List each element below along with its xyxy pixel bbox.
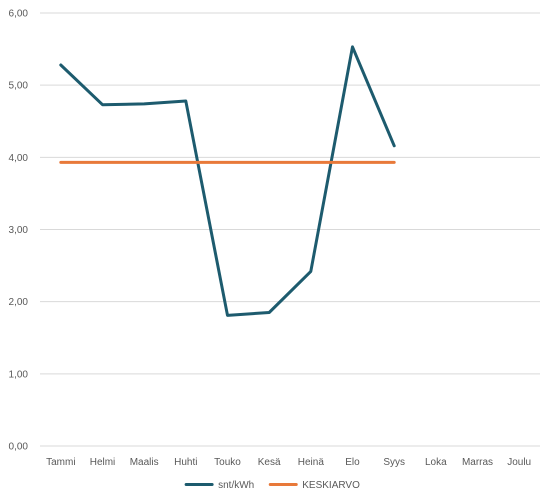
x-tick-label: Elo: [345, 457, 360, 468]
x-tick-label: Kesä: [258, 457, 281, 468]
legend-item: KESKIARVO: [268, 480, 360, 491]
x-tick-label: Loka: [425, 457, 447, 468]
y-tick-label: 5,00: [9, 81, 29, 92]
x-tick-label: Syys: [383, 457, 405, 468]
x-tick-label: Helmi: [90, 457, 116, 468]
series-lines: [59, 45, 396, 317]
y-tick-label: 2,00: [9, 297, 29, 308]
y-tick-label: 6,00: [9, 9, 29, 20]
y-tick-label: 3,00: [9, 225, 29, 236]
series-line-1: [59, 45, 396, 317]
legend-item: snt/kWh: [184, 480, 254, 491]
x-tick-label: Marras: [462, 457, 493, 468]
legend-label: snt/kWh: [218, 480, 254, 491]
y-tick-label: 0,00: [9, 442, 29, 453]
y-axis: 0,00 1,00 2,00 3,00 4,00 5,00 6,00: [9, 9, 29, 453]
gridlines: [40, 12, 540, 447]
x-tick-label: Huhti: [174, 457, 197, 468]
legend-label: KESKIARVO: [302, 480, 360, 491]
y-tick-label: 1,00: [9, 369, 29, 380]
y-tick-label: 4,00: [9, 153, 29, 164]
x-axis: Tammi Helmi Maalis Huhti Touko Kesä Heinä Elo Sy…: [46, 457, 531, 468]
x-tick-label: Touko: [214, 457, 241, 468]
x-tick-label: Maalis: [130, 457, 159, 468]
x-tick-label: Heinä: [298, 457, 325, 468]
x-tick-label: Joulu: [507, 457, 531, 468]
x-tick-label: Tammi: [46, 457, 75, 468]
legend: snt/kWh KESKIARVO: [184, 480, 360, 491]
